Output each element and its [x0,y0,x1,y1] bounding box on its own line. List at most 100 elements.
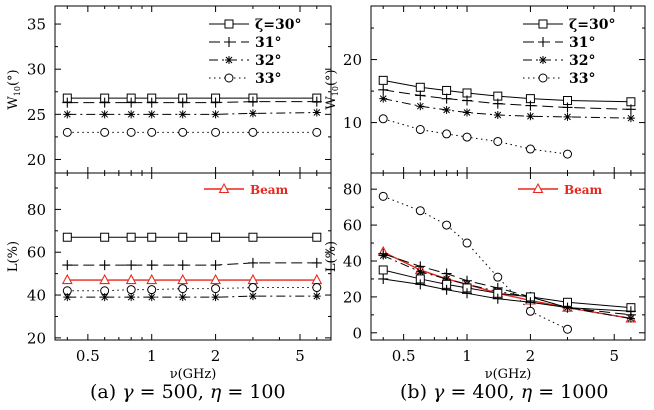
series-line [67,295,317,298]
data-point [99,273,111,285]
legend-marker [532,182,544,194]
data-point [442,129,452,139]
data-point [178,127,188,137]
data-point [311,96,322,107]
y-tick-label: 60 [27,244,46,262]
x-tick-label: 5 [609,347,619,365]
data-point [311,273,323,285]
data-point [248,292,257,301]
data-point [463,108,472,117]
data-point [415,206,425,216]
x-axis-label: ν(GHz) [170,367,217,382]
legend-label: Beam [250,183,289,197]
data-point [146,97,157,108]
data-point [177,260,188,271]
data-point [211,127,221,137]
data-point [62,127,72,137]
data-point [442,105,451,114]
legend-label: ζ=30° [569,17,616,33]
data-point [210,273,221,285]
series-line [383,195,568,330]
series-1 [378,84,636,115]
legend-label: 31° [569,35,595,51]
caption-a: (a) γ = 500, η = 100 [90,381,286,403]
data-point [248,283,258,293]
data-point [442,274,451,283]
data-point [415,90,426,101]
legend: ζ=30° 31° 32° 33° [523,17,616,87]
data-point [62,97,73,108]
data-point [626,314,635,323]
data-point [248,232,258,242]
y-tick-label: 35 [27,16,46,34]
data-point [526,112,535,121]
data-point [178,293,187,302]
series-0 [62,93,322,103]
series-1 [62,96,322,108]
data-point [211,284,221,294]
y-tick-label: 40 [343,252,362,270]
x-tick-label: 2 [526,347,536,365]
data-point [247,96,258,107]
x-axis-label: ν(GHz) [485,367,532,382]
legend-label: 33° [569,71,595,87]
legend-label: 32° [569,53,595,69]
data-point [147,293,156,302]
series-3 [62,283,322,296]
data-point [147,127,157,137]
data-point [378,273,389,284]
data-point [563,324,573,334]
series-2 [379,94,635,123]
data-point [625,104,636,115]
data-point [126,127,136,137]
data-point [379,94,388,103]
data-point [177,273,189,285]
series-line [383,98,631,119]
data-point [177,97,188,108]
data-point [442,220,452,230]
data-point [493,272,503,282]
data-point [126,285,136,295]
data-point [493,136,503,146]
legend-marker [538,37,548,47]
series-line [383,118,568,155]
data-point [210,97,221,108]
data-point [127,293,136,302]
data-point [493,111,502,120]
y-tick-label: 20 [27,151,46,169]
legend-label: 33° [255,71,281,87]
data-point [211,293,220,302]
y-tick-label: 80 [343,181,362,199]
legend: Beam [518,182,603,197]
data-point [312,108,321,117]
y-axis-label: L(%) [6,241,21,272]
data-point [379,251,388,260]
legend-marker [225,56,233,64]
y-tick-label: 80 [27,201,46,219]
data-point [462,238,472,248]
data-point [625,306,636,317]
series-1 [62,257,322,271]
series-0 [378,191,573,334]
data-point [311,257,322,268]
data-point [416,102,425,111]
data-point [378,75,388,85]
y-tick-label: 40 [27,287,46,305]
data-point [247,273,259,285]
data-point [462,132,472,142]
y-tick-label: 0 [352,324,362,342]
data-point [146,273,158,285]
data-point [462,288,473,299]
data-point [178,232,188,242]
data-point [415,279,426,290]
data-point [62,260,73,271]
data-point [378,265,388,275]
legend-marker [224,37,234,47]
data-point [525,100,536,111]
data-point [247,257,258,268]
panel-a-top: 20 25 30 35 W10(°) ζ=30° 31° 32° 33° [6,5,332,174]
data-point [312,283,322,293]
data-point [462,95,473,106]
data-point [525,144,535,154]
data-point [147,232,157,242]
